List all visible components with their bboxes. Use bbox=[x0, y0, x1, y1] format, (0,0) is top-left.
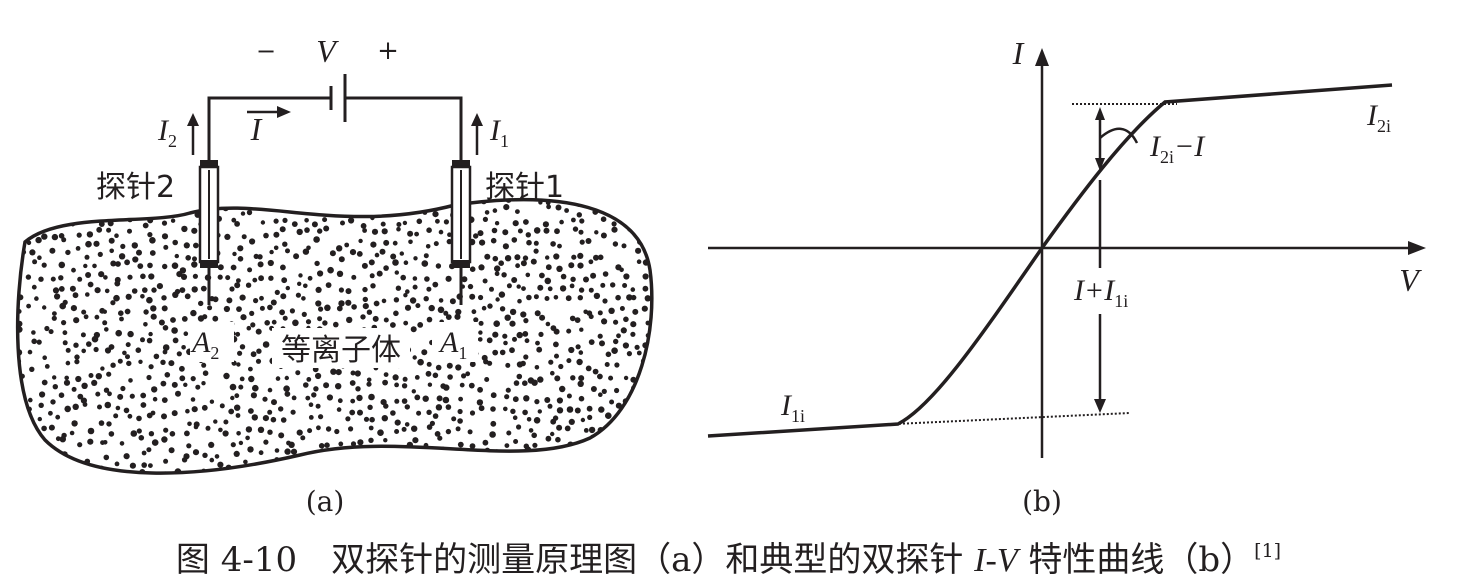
y-axis bbox=[1035, 48, 1049, 458]
i2i-label: I2i bbox=[1366, 99, 1391, 136]
x-axis-label: V bbox=[1399, 262, 1422, 298]
voltage-label: V bbox=[316, 33, 339, 69]
probe-2 bbox=[198, 160, 220, 305]
current1-arrow-icon bbox=[471, 113, 483, 155]
probe1-label: 探针1 bbox=[485, 170, 564, 205]
panel-b-label: (b) bbox=[1022, 485, 1062, 518]
y-axis-label: I bbox=[1012, 35, 1025, 71]
caption-italic: I-V bbox=[974, 542, 1018, 579]
probe-1 bbox=[450, 160, 472, 305]
panel-a-label: (a) bbox=[306, 485, 345, 518]
caption-prefix: 图 4-10 双探针的测量原理图（a）和典型的双探针 bbox=[175, 540, 975, 580]
panel-b-iv-characteristic: I V I2i I2i−I I+I1i I1i (b) bbox=[707, 35, 1426, 518]
i1i-label: I1i bbox=[780, 389, 805, 426]
gap-bracket bbox=[1099, 127, 1139, 144]
current2-label: I2 bbox=[157, 114, 177, 151]
area2-label: A2 bbox=[190, 326, 219, 363]
current1-label: I1 bbox=[489, 114, 509, 151]
i-plus-i1i-label: I+I1i bbox=[1073, 274, 1128, 311]
iv-curve bbox=[707, 83, 1393, 438]
panel-a-probe-diagram: − V + I I2 I1 探针2 探针1 A2 A1 等离子体 (a) bbox=[15, 33, 654, 518]
upper-gap-arrow bbox=[1095, 107, 1105, 171]
area1-label: A1 bbox=[438, 326, 467, 363]
i2i-minus-i-label: I2i−I bbox=[1149, 130, 1206, 167]
current-arrow-icon bbox=[247, 106, 291, 118]
current2-arrow-icon bbox=[187, 113, 199, 155]
figure-caption: 图 4-10 双探针的测量原理图（a）和典型的双探针 I-V 特性曲线（b）[1… bbox=[0, 532, 1457, 581]
plasma-label: 等离子体 bbox=[281, 333, 401, 368]
caption-reference: [1] bbox=[1254, 540, 1282, 562]
lower-saturation-guide bbox=[894, 412, 1131, 425]
caption-suffix: 特性曲线（b） bbox=[1017, 540, 1255, 580]
minus-sign: − bbox=[256, 37, 276, 65]
current-label: I bbox=[250, 111, 263, 147]
plus-sign: + bbox=[377, 36, 399, 66]
x-axis bbox=[708, 241, 1426, 255]
probe2-label: 探针2 bbox=[96, 170, 175, 205]
circuit-wire bbox=[207, 96, 463, 160]
